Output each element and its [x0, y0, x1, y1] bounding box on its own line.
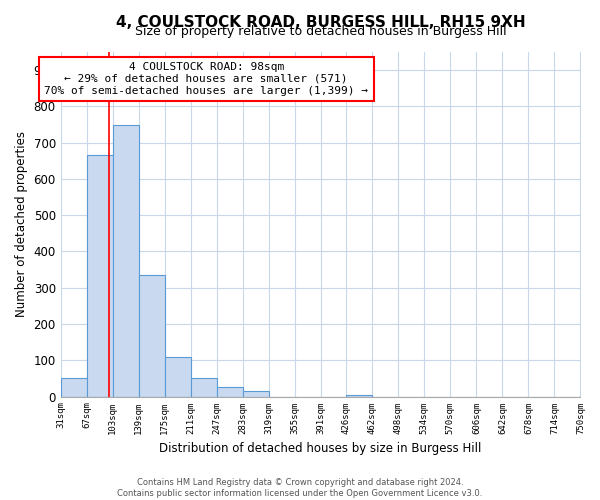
Bar — [165, 358, 191, 397]
Text: 4 COULSTOCK ROAD: 98sqm
← 29% of detached houses are smaller (571)
70% of semi-d: 4 COULSTOCK ROAD: 98sqm ← 29% of detache… — [44, 62, 368, 96]
Bar — [191, 378, 217, 396]
Bar — [61, 378, 86, 396]
Text: Contains HM Land Registry data © Crown copyright and database right 2024.
Contai: Contains HM Land Registry data © Crown c… — [118, 478, 482, 498]
Bar — [113, 124, 139, 396]
Title: 4, COULSTOCK ROAD, BURGESS HILL, RH15 9XH: 4, COULSTOCK ROAD, BURGESS HILL, RH15 9X… — [116, 15, 526, 30]
X-axis label: Distribution of detached houses by size in Burgess Hill: Distribution of detached houses by size … — [160, 442, 482, 455]
Bar — [139, 275, 165, 396]
Bar — [243, 392, 269, 396]
Text: Size of property relative to detached houses in Burgess Hill: Size of property relative to detached ho… — [135, 25, 506, 38]
Bar — [346, 394, 372, 396]
Bar — [217, 387, 243, 396]
Y-axis label: Number of detached properties: Number of detached properties — [15, 132, 28, 318]
Bar — [86, 156, 113, 396]
